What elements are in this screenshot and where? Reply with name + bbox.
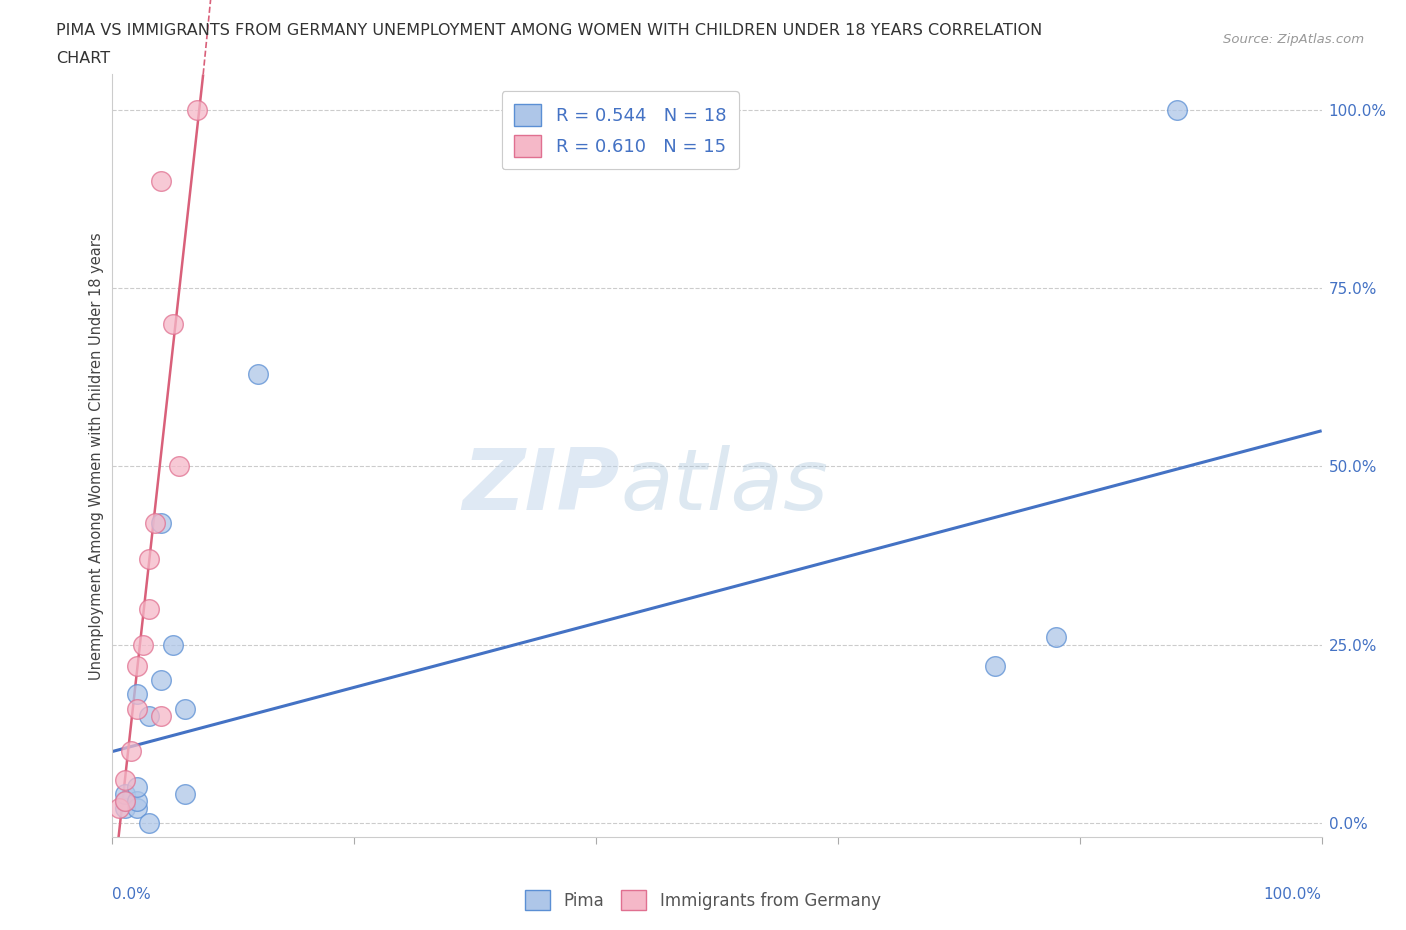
Point [984,658,1007,673]
Point [114,773,136,788]
Point [114,794,136,809]
Point [149,709,172,724]
Point [114,801,136,816]
Text: 0.0%: 0.0% [112,886,152,901]
Point [174,787,197,802]
Point [125,658,148,673]
Point [114,787,136,802]
Text: atlas: atlas [620,445,828,527]
Point [162,637,184,652]
Point [1166,102,1188,117]
Point [138,551,160,566]
Point [138,709,160,724]
Point [125,794,148,809]
Point [143,516,166,531]
Point [132,637,155,652]
Point [186,102,208,117]
Point [138,602,160,617]
Point [125,801,148,816]
Point [174,701,197,716]
Point [162,316,184,331]
Point [125,701,148,716]
Point [149,672,172,687]
Point [167,458,190,473]
Point [125,687,148,702]
Point [107,801,129,816]
Text: PIMA VS IMMIGRANTS FROM GERMANY UNEMPLOYMENT AMONG WOMEN WITH CHILDREN UNDER 18 : PIMA VS IMMIGRANTS FROM GERMANY UNEMPLOY… [56,23,1042,38]
Y-axis label: Unemployment Among Women with Children Under 18 years: Unemployment Among Women with Children U… [89,232,104,680]
Legend: R = 0.544   N = 18, R = 0.610   N = 15: R = 0.544 N = 18, R = 0.610 N = 15 [502,91,740,169]
Text: 100.0%: 100.0% [1264,886,1322,901]
Text: ZIP: ZIP [463,445,620,527]
Text: CHART: CHART [56,51,110,66]
Point [149,174,172,189]
Point [246,366,269,381]
Point [120,744,142,759]
Point [125,779,148,794]
Text: Source: ZipAtlas.com: Source: ZipAtlas.com [1223,33,1364,46]
Point [138,816,160,830]
Point [1045,630,1067,644]
Point [149,516,172,531]
Point [114,794,136,809]
Legend: Pima, Immigrants from Germany: Pima, Immigrants from Germany [519,884,887,917]
